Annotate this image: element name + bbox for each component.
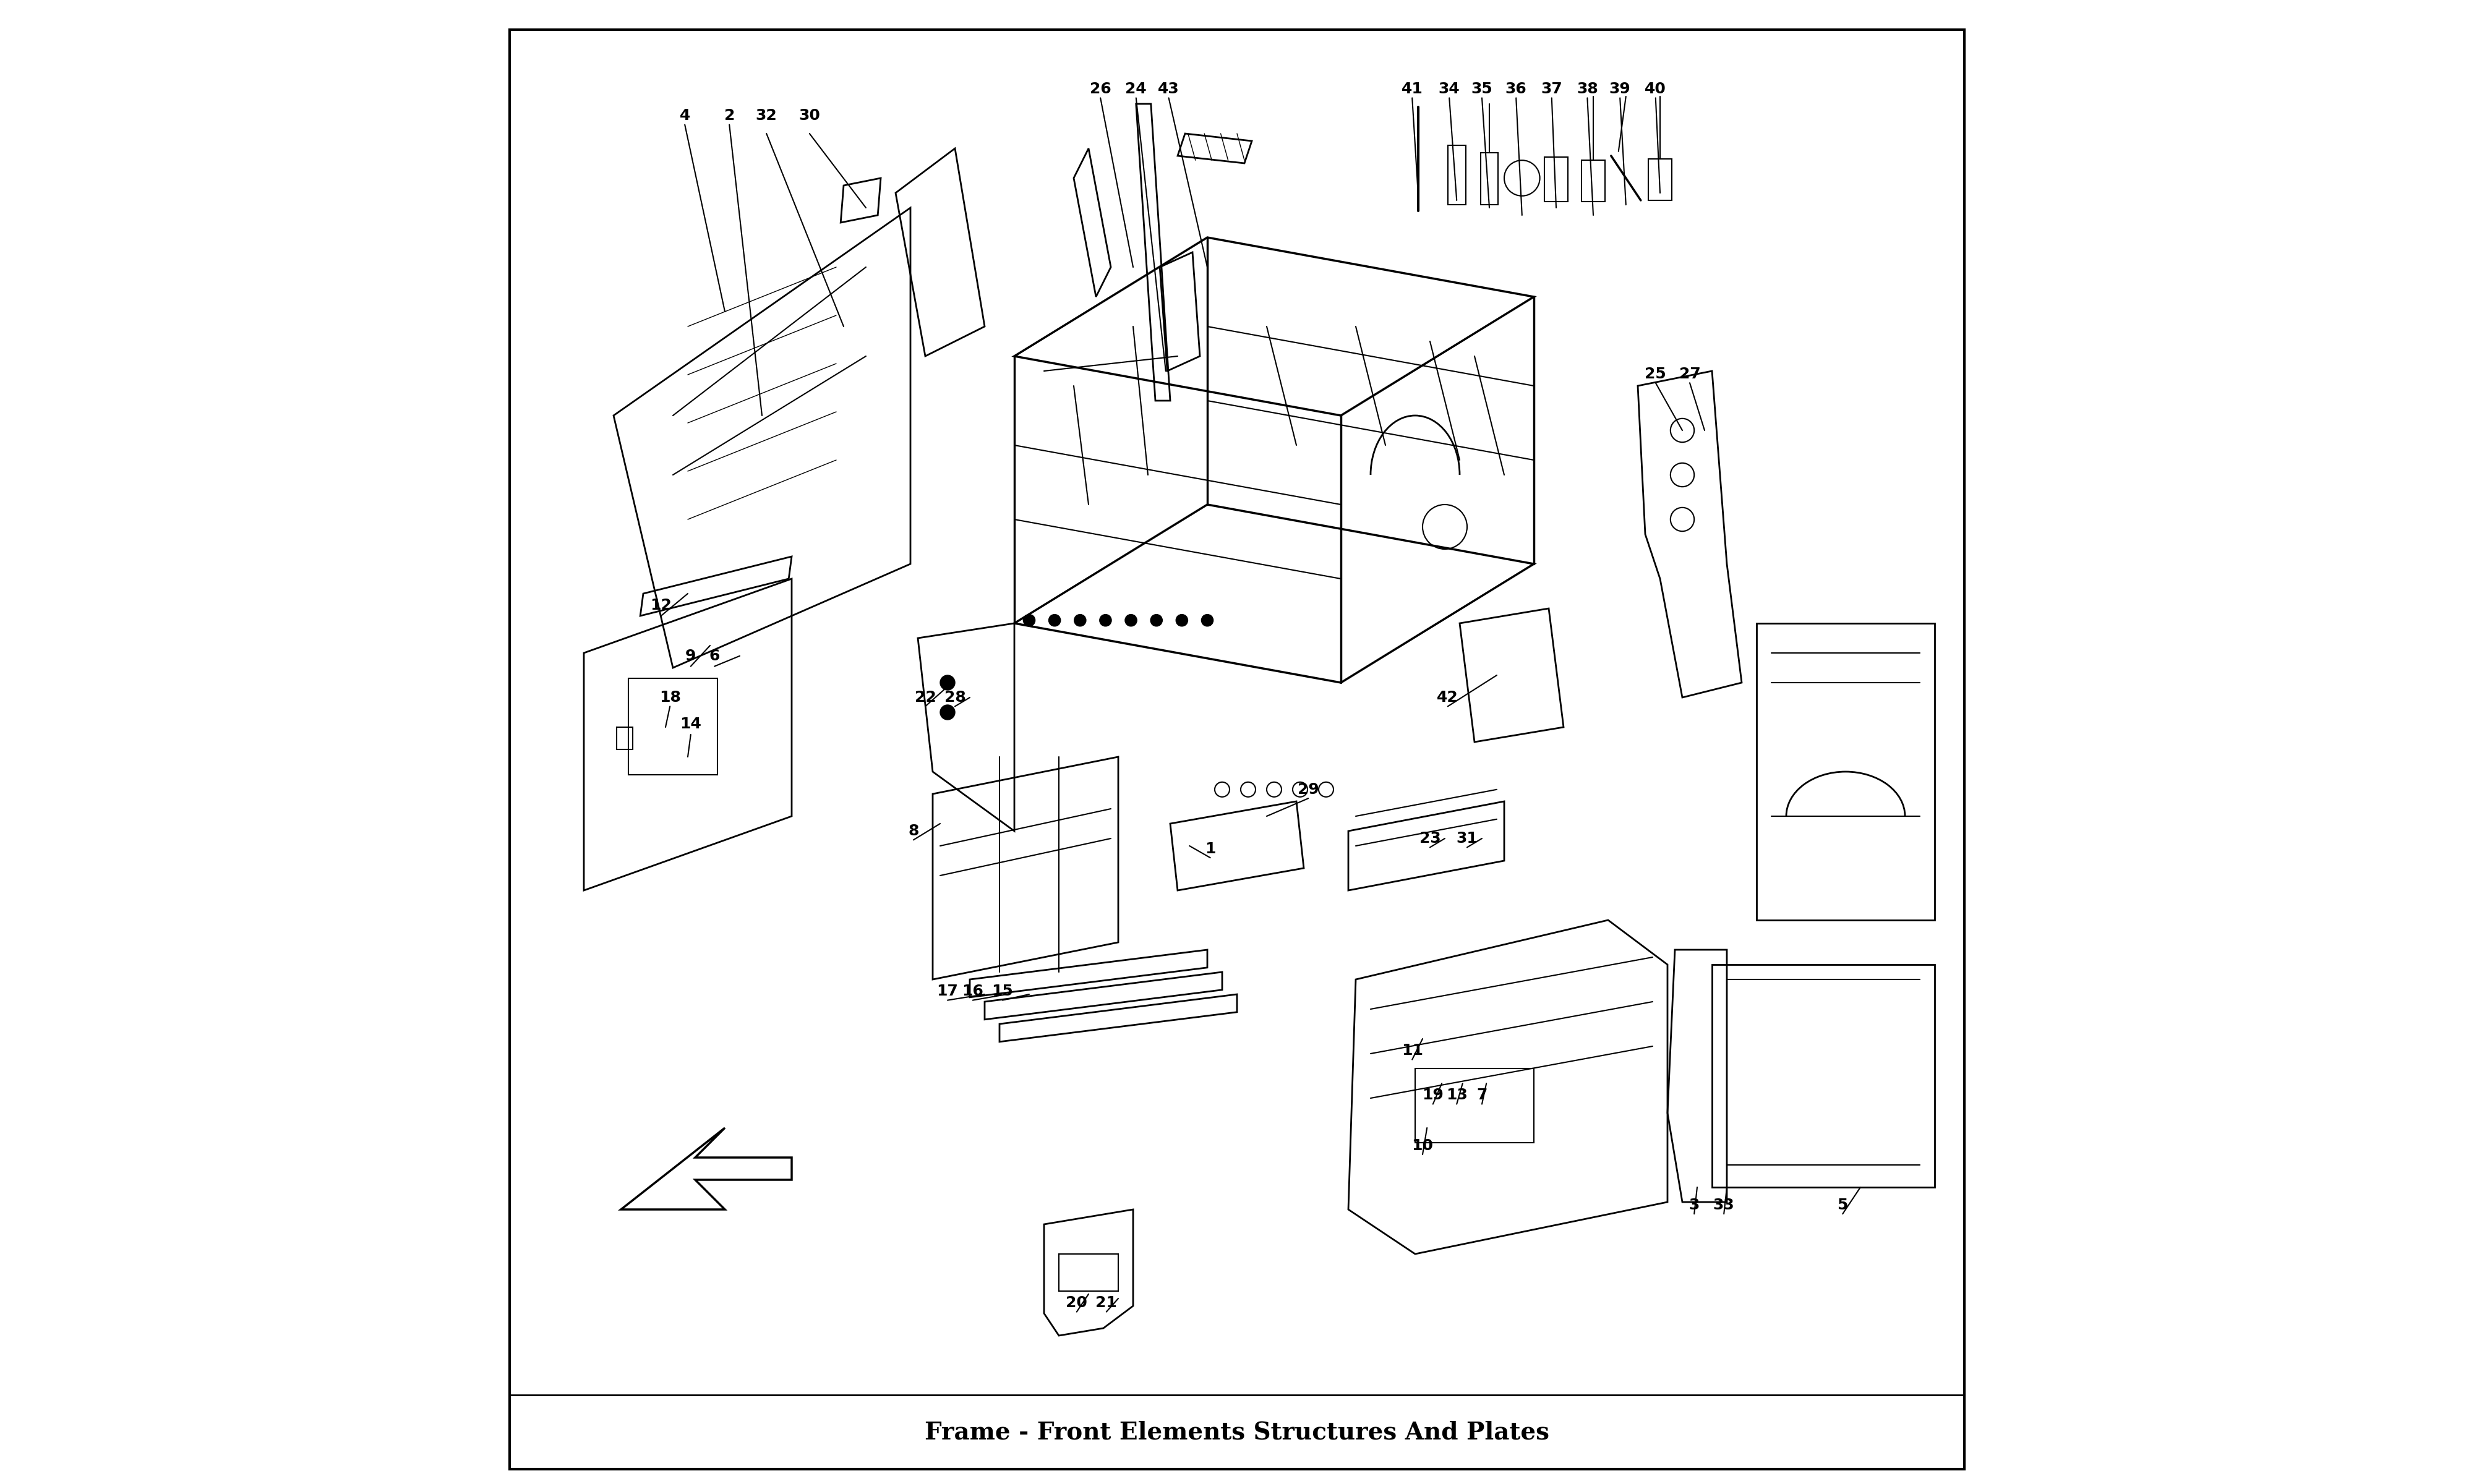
Text: 26: 26 xyxy=(1089,82,1111,96)
Bar xyxy=(1648,159,1672,200)
Text: 2: 2 xyxy=(725,108,735,123)
Bar xyxy=(1059,1254,1118,1291)
Text: 27: 27 xyxy=(1680,367,1700,381)
Text: 7: 7 xyxy=(1477,1088,1487,1103)
Circle shape xyxy=(1202,614,1212,626)
Text: 29: 29 xyxy=(1296,782,1319,797)
Bar xyxy=(1447,145,1465,205)
Text: 8: 8 xyxy=(908,824,918,838)
Text: 43: 43 xyxy=(1158,82,1180,96)
Circle shape xyxy=(1150,614,1163,626)
Text: 6: 6 xyxy=(710,649,720,663)
Bar xyxy=(1544,157,1569,202)
Text: 13: 13 xyxy=(1445,1088,1467,1103)
Text: 19: 19 xyxy=(1423,1088,1445,1103)
Text: 10: 10 xyxy=(1413,1138,1432,1153)
Text: 40: 40 xyxy=(1645,82,1667,96)
Circle shape xyxy=(1024,614,1034,626)
Bar xyxy=(1479,153,1499,205)
Text: 12: 12 xyxy=(651,598,673,613)
Circle shape xyxy=(1175,614,1188,626)
Circle shape xyxy=(1098,614,1111,626)
Text: 1: 1 xyxy=(1205,841,1215,856)
Text: 9: 9 xyxy=(685,649,695,663)
Text: 11: 11 xyxy=(1400,1043,1423,1058)
Text: 25: 25 xyxy=(1645,367,1667,381)
Text: 36: 36 xyxy=(1504,82,1526,96)
Text: 18: 18 xyxy=(658,690,680,705)
Text: 30: 30 xyxy=(799,108,821,123)
Text: 37: 37 xyxy=(1541,82,1564,96)
Circle shape xyxy=(1126,614,1138,626)
Text: 35: 35 xyxy=(1472,82,1492,96)
Text: 34: 34 xyxy=(1437,82,1460,96)
Text: 3: 3 xyxy=(1690,1198,1700,1212)
Text: 21: 21 xyxy=(1096,1296,1118,1310)
Text: 39: 39 xyxy=(1608,82,1630,96)
Text: 20: 20 xyxy=(1066,1296,1089,1310)
Circle shape xyxy=(1049,614,1061,626)
Text: 22: 22 xyxy=(915,690,935,705)
Text: Frame - Front Elements Structures And Plates: Frame - Front Elements Structures And Pl… xyxy=(925,1420,1549,1444)
Text: 24: 24 xyxy=(1126,82,1148,96)
Text: 4: 4 xyxy=(680,108,690,123)
Circle shape xyxy=(940,705,955,720)
Bar xyxy=(628,678,717,775)
Text: 41: 41 xyxy=(1400,82,1423,96)
Polygon shape xyxy=(621,1128,792,1209)
Circle shape xyxy=(940,675,955,690)
Text: 38: 38 xyxy=(1576,82,1598,96)
Text: 31: 31 xyxy=(1457,831,1477,846)
Text: 17: 17 xyxy=(938,984,957,999)
Text: 32: 32 xyxy=(755,108,777,123)
Text: 33: 33 xyxy=(1712,1198,1734,1212)
Text: 15: 15 xyxy=(992,984,1014,999)
Text: 23: 23 xyxy=(1420,831,1440,846)
Text: 14: 14 xyxy=(680,717,703,732)
Circle shape xyxy=(1074,614,1086,626)
Text: 5: 5 xyxy=(1838,1198,1848,1212)
Text: 16: 16 xyxy=(962,984,985,999)
Bar xyxy=(1581,160,1606,202)
Text: 28: 28 xyxy=(945,690,965,705)
Text: 42: 42 xyxy=(1437,690,1460,705)
Bar xyxy=(1415,1068,1534,1143)
